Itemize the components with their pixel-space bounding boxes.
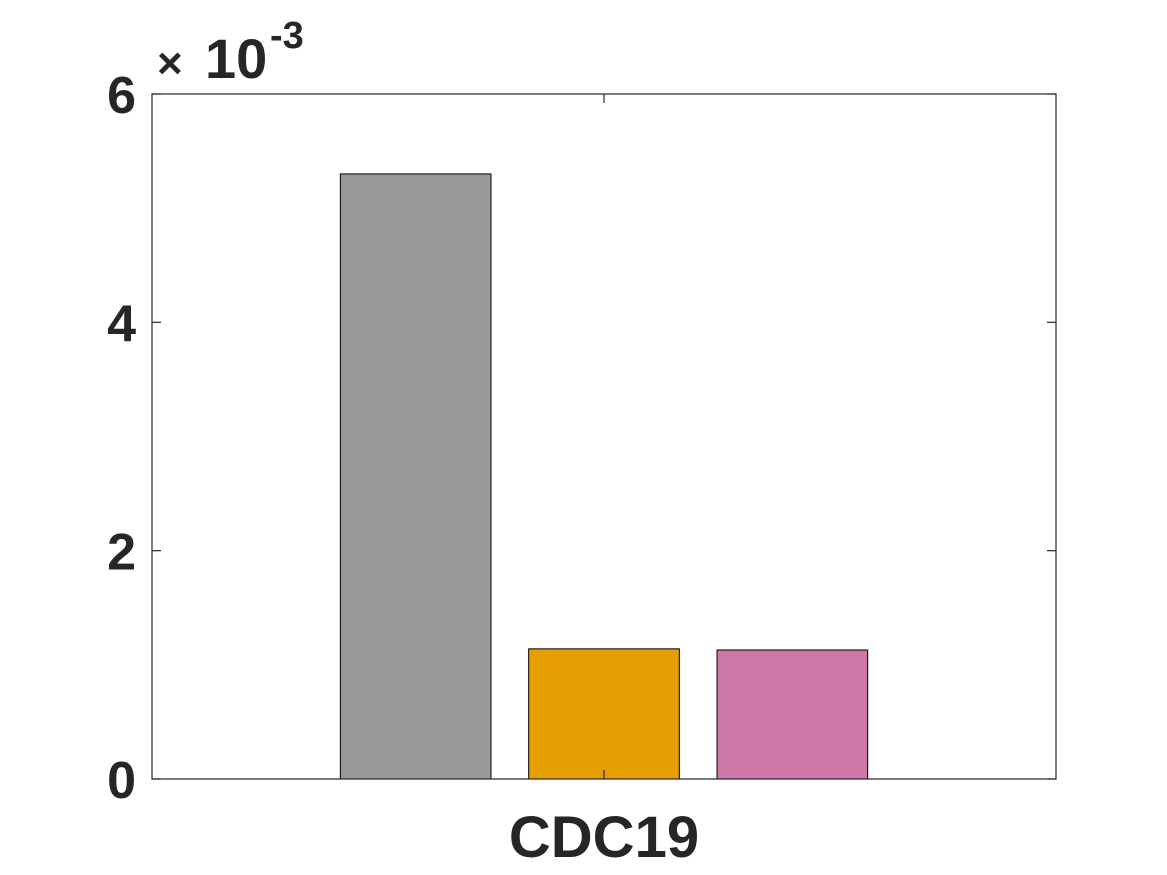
x-category-label-0: CDC19 (509, 805, 699, 870)
y-tick-label-0: 0 (107, 752, 136, 810)
ticks-group (152, 93, 1056, 780)
y-exponent-base: 10 (205, 27, 267, 90)
y-exponent-power: -3 (270, 15, 304, 57)
y-exponent-times: × (157, 39, 183, 88)
bar-cdc19-series-2 (528, 648, 680, 780)
bar-cdc19-series-1 (339, 173, 492, 780)
y-tick-label-3: 6 (107, 67, 136, 125)
y-tick-label-2: 4 (107, 295, 136, 353)
y-tick-label-1: 2 (107, 524, 136, 582)
bars-group (339, 173, 869, 780)
bar-cdc19-series-3 (716, 649, 869, 780)
tick-labels-group: 0 2 4 6 CDC19 (107, 67, 699, 870)
